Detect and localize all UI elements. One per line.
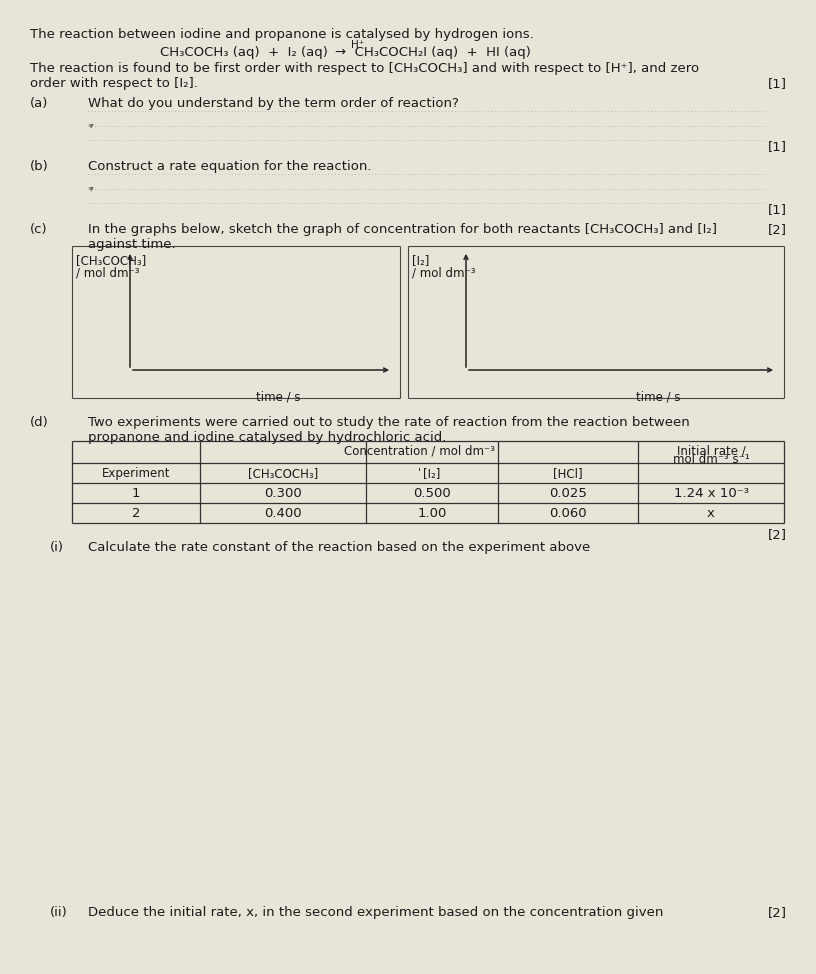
Text: Deduce the initial rate, x, in the second experiment based on the concentration : Deduce the initial rate, x, in the secon… [88,906,663,919]
Text: 1.24 x 10⁻³: 1.24 x 10⁻³ [673,487,748,500]
Text: time / s: time / s [256,390,300,403]
Text: [1]: [1] [768,203,787,216]
Text: against time.: against time. [88,238,175,251]
Text: Concentration / mol dm⁻³: Concentration / mol dm⁻³ [344,445,494,458]
Text: (a): (a) [30,97,48,110]
Text: / mol dm⁻³: / mol dm⁻³ [76,267,140,280]
Text: In the graphs below, sketch the graph of concentration for both reactants [CH₃CO: In the graphs below, sketch the graph of… [88,223,717,236]
Text: (d): (d) [30,416,49,429]
Text: Experiment: Experiment [102,467,171,480]
Text: 0.400: 0.400 [264,507,302,520]
Text: time / s: time / s [636,390,681,403]
Text: / mol dm⁻³: / mol dm⁻³ [412,267,476,280]
Text: [I₂]: [I₂] [412,254,429,267]
Text: 2: 2 [131,507,140,520]
Text: 0.300: 0.300 [264,487,302,500]
Text: The reaction between iodine and propanone is catalysed by hydrogen ions.: The reaction between iodine and propanon… [30,28,534,41]
Text: 0.025: 0.025 [549,487,587,500]
Text: Two experiments were carried out to study the rate of reaction from the reaction: Two experiments were carried out to stud… [88,416,690,429]
Text: →  CH₃COCH₂I (aq)  +  HI (aq): → CH₃COCH₂I (aq) + HI (aq) [335,46,531,59]
Text: [2]: [2] [768,906,787,919]
Text: [HCl]: [HCl] [553,467,583,480]
Text: ': ' [418,467,421,477]
Text: Calculate the rate constant of the reaction based on the experiment above: Calculate the rate constant of the react… [88,541,590,554]
Text: [CH₃COCH₃]: [CH₃COCH₃] [76,254,146,267]
Text: propanone and iodine catalysed by hydrochloric acid.: propanone and iodine catalysed by hydroc… [88,431,446,444]
Text: CH₃COCH₃ (aq)  +  I₂ (aq): CH₃COCH₃ (aq) + I₂ (aq) [160,46,328,59]
Text: (c): (c) [30,223,47,236]
Text: [I₂]: [I₂] [424,467,441,480]
Text: The reaction is found to be first order with respect to [CH₃COCH₃] and with resp: The reaction is found to be first order … [30,62,699,75]
Text: (b): (b) [30,160,49,173]
Text: mol dm⁻³ s⁻¹: mol dm⁻³ s⁻¹ [672,453,749,466]
Text: [1]: [1] [768,77,787,90]
Text: [2]: [2] [768,223,787,236]
Text: Initial rate /: Initial rate / [676,444,745,457]
Text: [2]: [2] [768,528,787,541]
Text: What do you understand by the term order of reaction?: What do you understand by the term order… [88,97,459,110]
Text: x: x [707,507,715,520]
Text: (ii): (ii) [50,906,68,919]
Text: 1.00: 1.00 [417,507,446,520]
Text: (i): (i) [50,541,64,554]
Text: 0.500: 0.500 [413,487,451,500]
Text: [CH₃COCH₃]: [CH₃COCH₃] [248,467,318,480]
Text: 1: 1 [131,487,140,500]
Text: 0.060: 0.060 [549,507,587,520]
Text: order with respect to [I₂].: order with respect to [I₂]. [30,77,197,90]
Text: Construct a rate equation for the reaction.: Construct a rate equation for the reacti… [88,160,371,173]
Text: [1]: [1] [768,140,787,153]
Text: H⁺: H⁺ [351,40,364,50]
